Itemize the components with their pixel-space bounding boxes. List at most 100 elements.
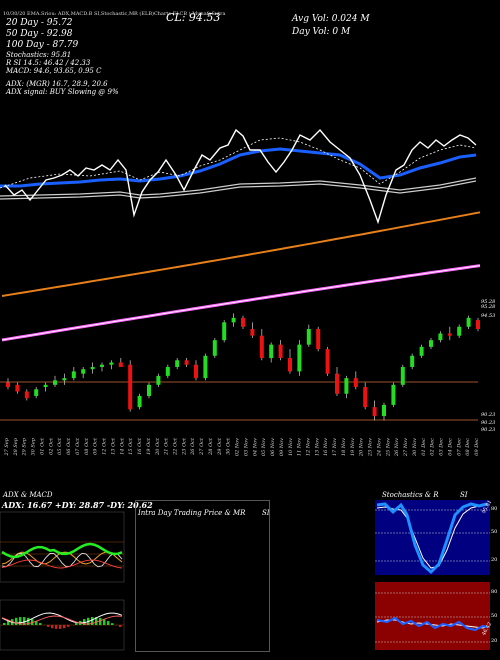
date-label: 29 Oct: [217, 437, 223, 456]
ma50-line: [0, 147, 477, 188]
intraday-title: Intra Day Trading Price & MR: [138, 509, 246, 517]
macd-histogram-bar: [99, 617, 102, 625]
candle-body: [165, 366, 170, 376]
ma100-label: 100 Day - 87.79: [6, 40, 79, 50]
candle-body: [156, 375, 161, 385]
macd-histogram-bar: [83, 619, 86, 625]
date-label: 09 Oct: [93, 437, 99, 455]
macd-histogram-bar: [31, 619, 34, 625]
candle-body: [457, 326, 462, 336]
stochastics-chart: [375, 500, 490, 650]
candle-body: [90, 366, 95, 370]
price-tick: 94.53: [481, 313, 496, 319]
ma100-line-a: [0, 177, 477, 197]
candle-body: [353, 378, 358, 388]
macd-histogram-bar: [67, 625, 70, 627]
macd-histogram-bar: [103, 619, 106, 625]
stochastics-title: Stochastics & R: [382, 491, 439, 499]
price-tick: 90.23: [481, 420, 496, 426]
close-price-label: CL: 94.53: [166, 11, 221, 24]
candle-body: [53, 380, 57, 385]
avg-volume-label: Avg Vol: 0.024 M: [292, 14, 370, 24]
candle-body: [429, 340, 433, 347]
candle-body: [419, 346, 424, 356]
stoch-tick-50: 50: [491, 529, 498, 535]
candle-body: [109, 362, 114, 365]
adx-line: [1, 542, 123, 559]
candle-body: [128, 364, 133, 410]
adx-values-label: ADX: 16.67 +DY: 28.87 -DY: 20.62: [2, 500, 153, 510]
macd-histogram-bar: [107, 621, 110, 625]
intraday-panel: Intra Day Trading Price & MR SI: [125, 490, 375, 660]
candle-body: [62, 378, 67, 381]
ma20-line: [4, 128, 477, 225]
adx-label: ADX: (MGR) 16.7, 28.9, 20.6: [6, 80, 108, 88]
date-label: 15 Oct: [128, 437, 134, 455]
candle-body: [382, 404, 386, 417]
adx-plot-frame: [0, 511, 125, 583]
date-label: 09 Dec: [474, 438, 480, 456]
date-label: 05 Nov: [261, 438, 267, 456]
adx-panel-title: ADX & MACD: [3, 491, 53, 499]
date-label: 30 Sep: [31, 437, 37, 455]
stochastics-k-line: [376, 502, 488, 575]
candle-body: [34, 389, 39, 396]
date-label: 30 Nov: [412, 438, 418, 456]
macd-label: MACD: 94.6, 93.65, 0.95 C: [6, 67, 102, 75]
date-label: 21 Oct: [164, 437, 170, 456]
candle-body: [147, 384, 151, 396]
candle-body: [137, 395, 142, 408]
candle-body: [447, 333, 452, 336]
date-label: 29 Sep: [22, 437, 28, 456]
date-label: 22 Oct: [173, 437, 179, 456]
date-label: 10 Nov: [288, 438, 294, 456]
date-label: 18 Nov: [341, 438, 347, 456]
candle-body: [231, 317, 236, 323]
date-label: 19 Nov: [350, 438, 356, 456]
macd-histogram-bar: [55, 625, 58, 629]
macd-histogram-bar: [35, 620, 38, 625]
date-label: 16 Nov: [323, 438, 329, 456]
rsi-tick-80: 80: [491, 589, 498, 595]
candle-body: [278, 344, 283, 359]
candle-body: [118, 362, 123, 367]
macd-histogram-bar: [7, 620, 10, 625]
candle-body: [476, 320, 480, 330]
macd-histogram-bar: [63, 625, 66, 629]
candle-body: [325, 349, 330, 374]
stochastics-label: Stochastics: 95.81: [6, 51, 72, 59]
date-label: 30 Oct: [226, 437, 232, 455]
macd-histogram-bar: [3, 623, 6, 625]
date-label: 04 Nov: [252, 438, 258, 456]
date-label: 07 Oct: [75, 437, 81, 455]
date-label: 08 Oct: [84, 437, 90, 455]
date-label: 02 Oct: [48, 437, 54, 455]
date-label: 17 Nov: [332, 438, 338, 456]
candle-body: [212, 340, 217, 356]
date-label: 28 Sep: [13, 437, 19, 456]
macd-histogram-bar: [47, 625, 50, 627]
macd-histogram-bar: [39, 623, 42, 625]
date-label: 02 Dec: [430, 438, 436, 456]
price-tick: 95.28: [481, 299, 496, 305]
date-label: 23 Nov: [368, 438, 374, 457]
plus-di-line: [1, 552, 123, 568]
intraday-si-label: SI: [262, 509, 270, 517]
date-label: 03 Nov: [243, 438, 249, 456]
stoch-tick-20: 20: [491, 557, 498, 563]
date-label: 20 Oct: [155, 437, 161, 456]
candle-body: [400, 366, 405, 385]
candle-body: [250, 329, 255, 336]
ma200-line: [1, 211, 481, 297]
date-label: 16 Oct: [137, 437, 143, 455]
rsi-tick-50: 50: [491, 613, 498, 619]
macd-histogram-bar: [27, 617, 30, 625]
macd-signal-line: [1, 615, 123, 625]
date-label: 23 Oct: [181, 437, 187, 456]
rsi-tick-20: 20: [491, 638, 498, 644]
adx-chart: [0, 511, 125, 651]
macd-histogram-bar: [15, 617, 18, 625]
date-label: 24 Nov: [377, 438, 383, 457]
ma-long-highlight: [1, 265, 481, 341]
candle-body: [466, 317, 471, 327]
